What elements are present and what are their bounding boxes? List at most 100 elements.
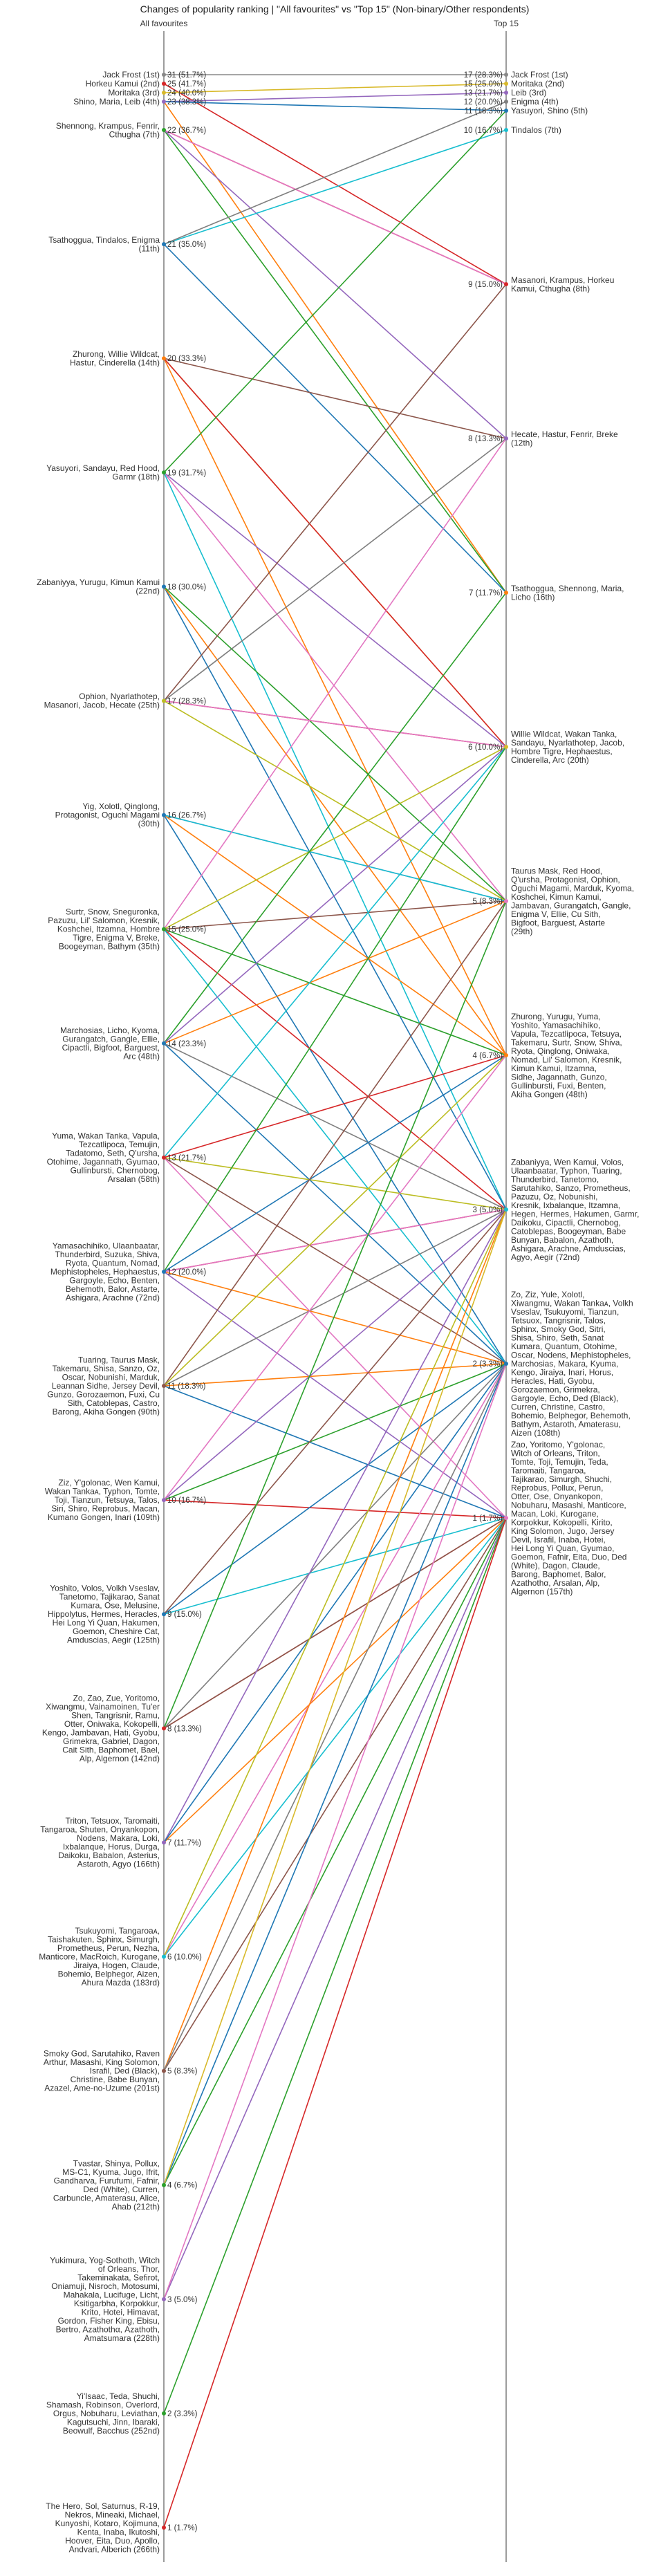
left-point bbox=[162, 1155, 166, 1160]
left-group-label: Tanetomo, Tajikarao, Sanat bbox=[59, 1592, 160, 1602]
right-group-label: Q'ursha, Protagonist, Ophion, bbox=[511, 875, 620, 884]
right-group-label: Tsathoggua, Shennong, Maria, bbox=[511, 584, 624, 593]
left-group-label: Bertro, Azathothα, Azathoth, bbox=[56, 2325, 160, 2335]
left-group-label: Shennong, Krampus, Fenrir, bbox=[56, 121, 160, 131]
right-point bbox=[504, 91, 508, 95]
right-point bbox=[504, 109, 508, 113]
left-group-label: Ahura Mazda (183rd) bbox=[82, 1978, 160, 1987]
left-group-label: Wakan Tankaᴀ, Typhon, Tomte, bbox=[45, 1487, 160, 1497]
right-group-label: Algernon (157th) bbox=[511, 1586, 573, 1596]
link-line bbox=[163, 1055, 507, 1158]
left-group-label: Tvastar, Shinya, Pollux, bbox=[73, 2158, 160, 2168]
link-line bbox=[163, 746, 507, 1044]
link-line bbox=[163, 472, 507, 1210]
right-count-label: 15 (25.0%) bbox=[464, 80, 503, 89]
right-group-label: Koshchei, Kimun Kamui, bbox=[511, 892, 602, 902]
right-group-label: Tomte, Toji, Temujin, Teda, bbox=[511, 1457, 608, 1467]
left-point bbox=[162, 2526, 166, 2530]
right-count-label: 10 (16.7%) bbox=[464, 127, 503, 135]
left-count-label: 2 (3.3%) bbox=[167, 2410, 198, 2418]
right-group-label: Macan, Loki, Kurogane, bbox=[511, 1509, 599, 1519]
left-count-label: 22 (36.7%) bbox=[167, 127, 206, 135]
left-group-label: Andvari, Alberich (266th) bbox=[69, 2544, 160, 2554]
left-group-label: Amatsumara (228th) bbox=[84, 2333, 160, 2343]
left-group-label: Garmr (18th) bbox=[112, 472, 160, 482]
link-line bbox=[163, 1157, 507, 1519]
left-group-label: Horkeu Kamui (2nd) bbox=[86, 79, 160, 89]
left-group-label: Barong, Akiha Gongen (90th) bbox=[53, 1407, 160, 1417]
right-group-label: (29th) bbox=[511, 927, 532, 936]
left-group-label: Astaroth, Agyo (166th) bbox=[77, 1860, 160, 1869]
left-group-label: Yukimura, Yog-Sothoth, Witch bbox=[50, 2256, 160, 2265]
left-count-label: 16 (26.7%) bbox=[167, 812, 206, 820]
right-group-label: Yoshito, Yamasachihiko, bbox=[511, 1020, 600, 1030]
left-group-label: Yi'Isaac, Teda, Shuchi, bbox=[77, 2391, 160, 2401]
left-count-label: 17 (28.3%) bbox=[167, 697, 206, 705]
left-group-label: Alp, Algernon (142nd) bbox=[80, 1754, 160, 1763]
right-group-label: Willie Wildcat, Wakan Tanka, bbox=[511, 729, 617, 739]
left-point bbox=[162, 73, 166, 77]
left-group-label: Kagutsuchi, Jinn, Ibaraki, bbox=[67, 2417, 160, 2427]
link-line bbox=[163, 1055, 507, 1387]
left-group-label: Orgus, Nobuharu, Leviathan, bbox=[53, 2409, 160, 2418]
link-line bbox=[163, 129, 507, 285]
right-group-label: Licho (16th) bbox=[511, 592, 555, 602]
link-line bbox=[163, 900, 507, 1044]
right-count-label: 17 (28.3%) bbox=[464, 71, 503, 80]
left-group-label: Tuaring, Taurus Mask, bbox=[78, 1355, 160, 1365]
link-line bbox=[163, 928, 507, 1056]
right-point bbox=[504, 1053, 508, 1057]
right-count-label: 1 (1.7%) bbox=[473, 1514, 503, 1523]
left-group-label: Gullinbursti, Chernobog, bbox=[71, 1166, 160, 1176]
link-lines bbox=[163, 74, 507, 2528]
left-group-label: Takeminakata, Sefirot, bbox=[77, 2273, 160, 2283]
left-count-label: 3 (5.0%) bbox=[167, 2296, 198, 2304]
left-group-label: Ophion, Nyarlathotep, bbox=[79, 692, 160, 701]
link-line bbox=[163, 101, 507, 111]
right-group-label: Kresnik, Ixbalanque, Itzamna, bbox=[511, 1201, 620, 1210]
left-group-label: Ixbalanque, Horus, Durga, bbox=[63, 1842, 160, 1852]
right-point bbox=[504, 100, 508, 104]
left-group-label: Masanori, Jacob, Hecate (25th) bbox=[44, 701, 160, 710]
link-line bbox=[163, 358, 507, 1056]
right-point bbox=[504, 1516, 508, 1520]
left-group-label: Arthur, Masashi, King Solomon, bbox=[44, 2057, 160, 2067]
left-group-label: Gurangatch, Gangle, Ellie, bbox=[62, 1035, 160, 1044]
right-group-label: Cinderella, Arc (20th) bbox=[511, 755, 589, 765]
link-line bbox=[163, 586, 507, 902]
link-line bbox=[163, 101, 507, 245]
left-point bbox=[162, 1041, 166, 1046]
left-group-label: Smoky God, Sarutahiko, Raven bbox=[44, 2049, 160, 2059]
left-labels: 31 (51.7%) Jack Frost (1st) 25 (41.7%) Hork… bbox=[37, 70, 206, 2554]
left-point bbox=[162, 584, 166, 589]
left-count-label: 15 (25.0%) bbox=[167, 926, 206, 934]
left-point bbox=[162, 2411, 166, 2416]
left-group-label: Hei Long Yi Quan, Hakumen, bbox=[53, 1618, 160, 1628]
link-line bbox=[163, 1363, 507, 2300]
left-group-label: Yamasachihiko, Ulaanbaatar, bbox=[53, 1241, 160, 1250]
left-group-label: Oniamuji, Nisroch, Motosumi, bbox=[51, 2281, 160, 2291]
left-point bbox=[162, 91, 166, 95]
left-group-label: Ahab (212th) bbox=[112, 2202, 160, 2212]
left-group-label: Azazel, Ame-no-Uzume (201st) bbox=[44, 2084, 160, 2093]
left-group-label: Grimekra, Gabriel, Dagon, bbox=[63, 1736, 160, 1746]
left-column-header: All favourites bbox=[140, 19, 188, 28]
left-count-label: 10 (16.7%) bbox=[167, 1497, 206, 1505]
link-line bbox=[163, 472, 507, 902]
left-group-label: Yoshito, Volos, Volkh Vseslav, bbox=[50, 1584, 160, 1593]
link-line bbox=[163, 1271, 507, 1519]
right-point bbox=[504, 128, 508, 132]
left-group-label: (22nd) bbox=[136, 586, 160, 596]
right-group-label: Bigfoot, Barguest, Astarte bbox=[511, 918, 605, 927]
left-group-label: Taishakuten, Sphinx, Simurgh, bbox=[48, 1935, 160, 1945]
left-point bbox=[162, 1726, 166, 1731]
left-group-label: Bohemio, Belphegor, Aizen, bbox=[58, 1970, 160, 1979]
left-group-label: Kengo, Jambavan, Hati, Gyobu, bbox=[42, 1728, 160, 1738]
left-group-label: Ksitigarbha, Korpokkur, bbox=[74, 2299, 160, 2308]
right-count-label: 6 (10.0%) bbox=[468, 743, 503, 752]
left-point bbox=[162, 470, 166, 475]
left-group-label: Daikoku, Babalon, Asterius, bbox=[58, 1851, 160, 1860]
right-column-header: Top 15 bbox=[494, 19, 519, 28]
right-count-label: 9 (15.0%) bbox=[468, 281, 503, 289]
